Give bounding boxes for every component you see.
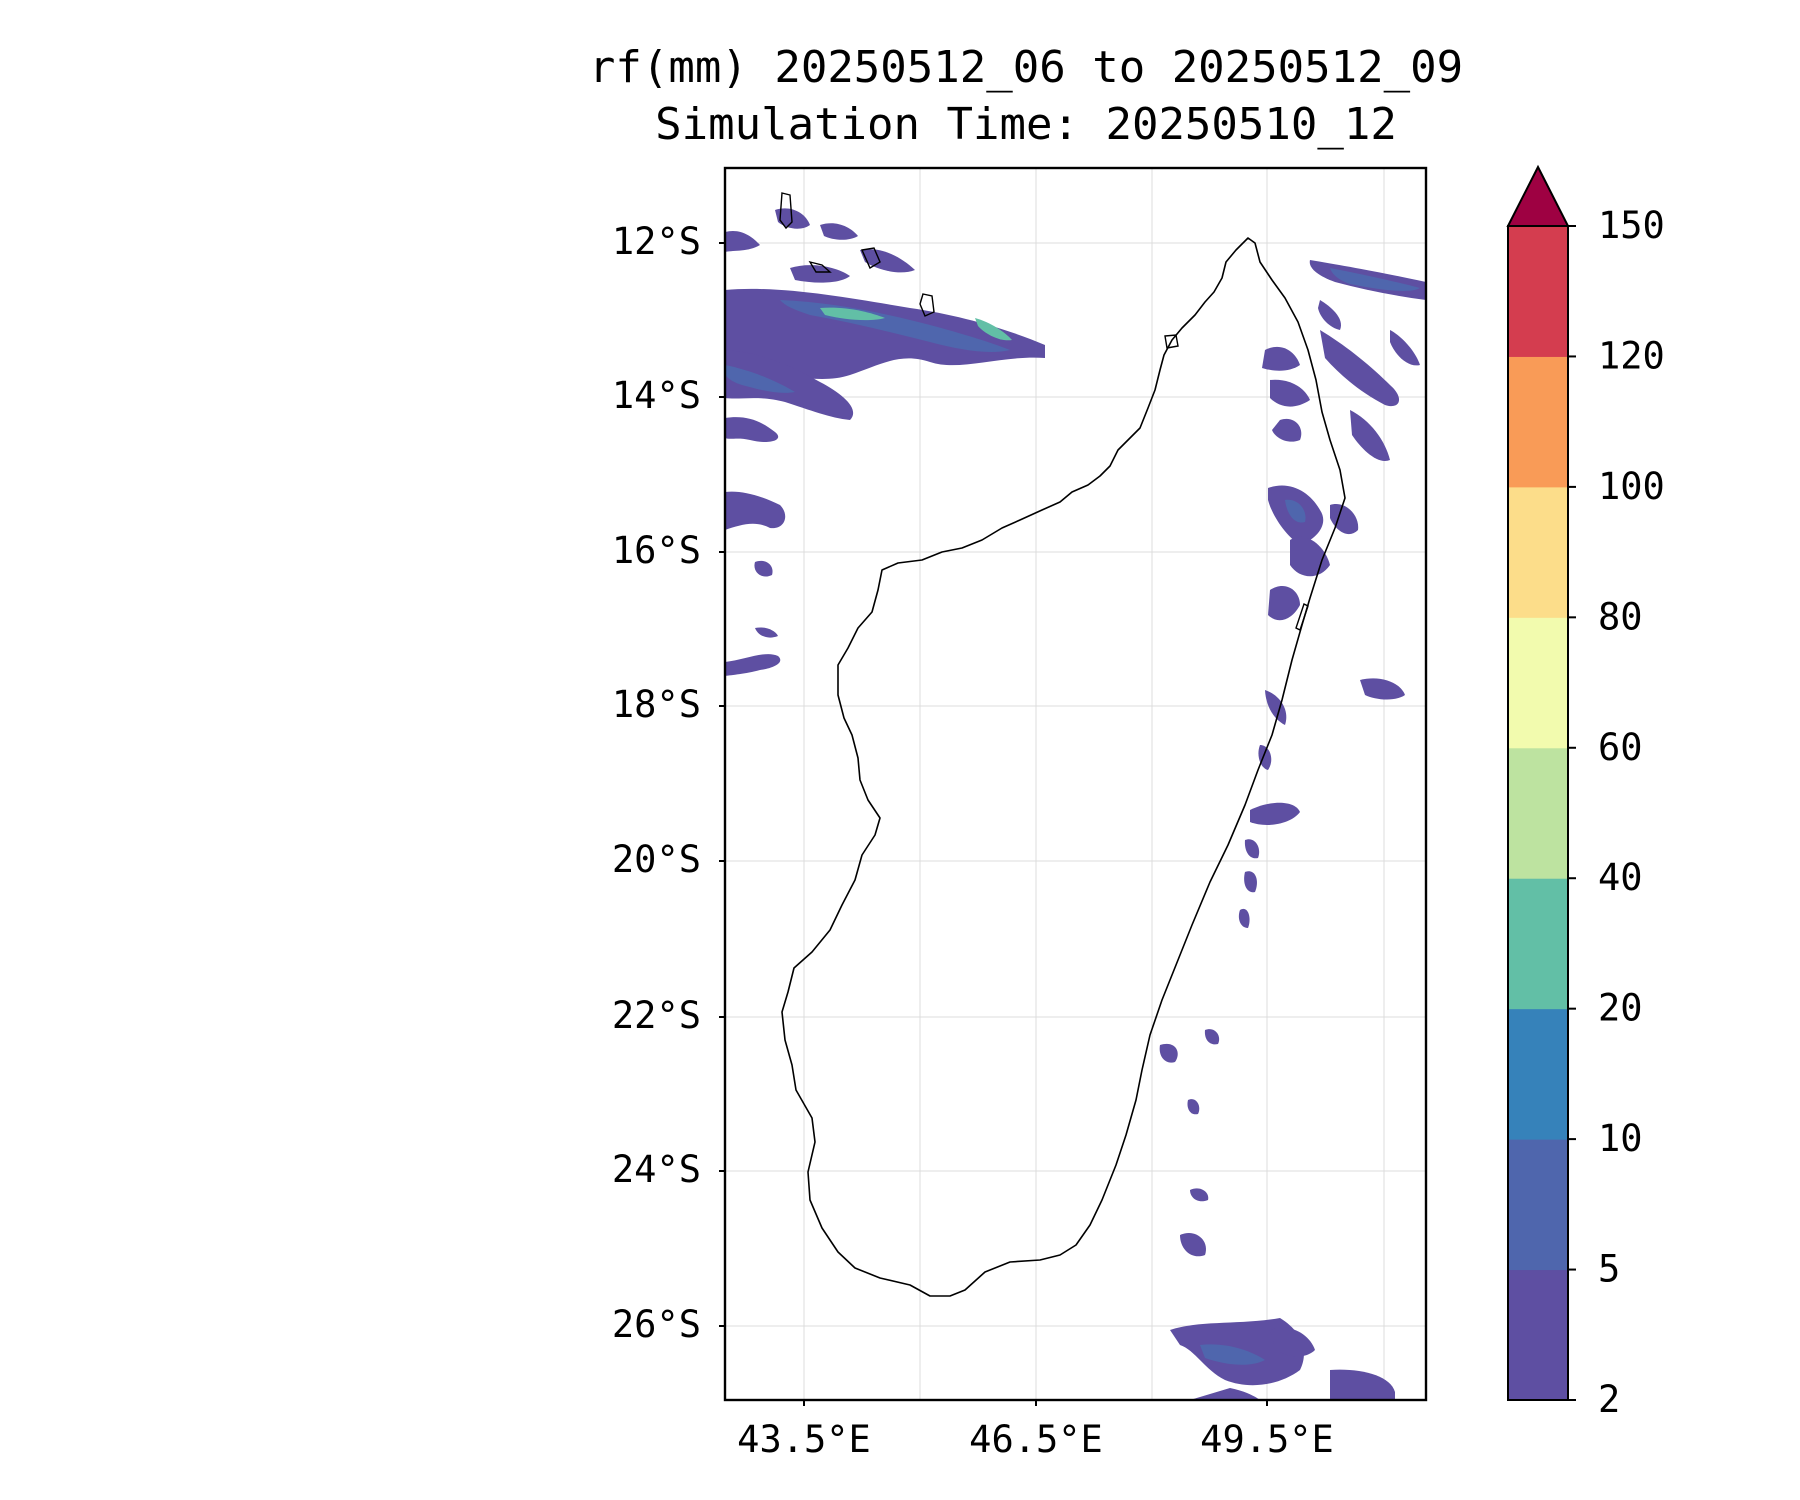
rainfall-area-northwest-3: [725, 417, 779, 443]
rainfall-area-east-19s: [1258, 745, 1272, 770]
rainfall-area-northwest-2: [725, 350, 854, 420]
rainfall-area-east-18s-2: [1265, 690, 1287, 725]
colorbar-label-20: 20: [1598, 987, 1643, 1030]
chart-title: rf(mm) 20250512_06 to 20250512_09: [588, 42, 1464, 93]
colorbar-segment-10-20: [1508, 1008, 1568, 1140]
rainfall-area-south-2: [1270, 1327, 1315, 1357]
rainfall-area-northeast-3: [1262, 346, 1300, 371]
colorbar-segment-60-80: [1508, 617, 1568, 749]
colorbar-ticks: 2 5 10 20 40 60 80 100 120 150: [1568, 204, 1665, 1421]
colorbar-segments: [1508, 226, 1568, 1401]
lat-tick-marks: [719, 242, 725, 1327]
rainfall-area-nw-peak: [820, 307, 885, 321]
colorbar-label-2: 2: [1598, 1378, 1620, 1421]
colorbar-label-40: 40: [1598, 856, 1643, 899]
rainfall-area-coastal-17s: [1268, 585, 1300, 621]
rainfall-area-northwest-8: [860, 249, 915, 273]
colorbar: 2 5 10 20 40 60 80 100 120 150: [1506, 164, 1665, 1421]
lon-tick-labels: 43.5°E 46.5°E 49.5°E: [737, 1418, 1334, 1461]
rainfall-area-nw-peak-2: [975, 318, 1012, 341]
colorbar-label-10: 10: [1598, 1117, 1643, 1160]
lat-label-14s: 14°S: [612, 374, 701, 417]
colorbar-segment-2-5: [1508, 1269, 1568, 1401]
colorbar-label-5: 5: [1598, 1248, 1620, 1291]
colorbar-label-60: 60: [1598, 726, 1643, 769]
lon-tick-marks: [803, 1400, 1268, 1406]
rainfall-area-east-23s: [1187, 1099, 1200, 1115]
rainfall-area-east-25s: [1180, 1232, 1206, 1257]
rainfall-area-northwest-6: [775, 208, 810, 229]
map-grid: [725, 168, 1426, 1400]
lat-label-20s: 20°S: [612, 838, 701, 881]
island-comoros-1: [779, 192, 793, 230]
rainfall-area-east-24s: [1190, 1188, 1209, 1202]
rainfall-areas: [725, 208, 1426, 1400]
rainfall-area-coastal-16s-2: [1330, 504, 1359, 535]
rainfall-area-west-1: [725, 491, 786, 530]
rainfall-area-nw-core-2: [725, 365, 795, 393]
island-mayotte: [919, 293, 935, 317]
rainfall-area-east-22s-2: [1204, 1029, 1220, 1045]
lon-label-49-5e: 49.5°E: [1200, 1418, 1334, 1461]
rainfall-area-south-3: [1330, 1369, 1395, 1400]
island-sainte-marie: [1295, 603, 1309, 631]
chart-subtitle: Simulation Time: 20250510_12: [655, 99, 1397, 150]
madagascar-coastline: [781, 237, 1346, 1297]
lat-label-26s: 26°S: [612, 1303, 701, 1346]
rainfall-area-northeast-2: [1318, 300, 1341, 330]
rainfall-area-south-core: [1200, 1344, 1265, 1365]
lon-label-46-5e: 46.5°E: [969, 1418, 1103, 1461]
rainfall-area-west-2: [754, 560, 773, 577]
island-comoros-3: [860, 247, 881, 270]
rainfall-area-northeast-6: [1272, 418, 1302, 442]
colorbar-segment-5-10: [1508, 1139, 1568, 1271]
rainfall-area-east-20s: [1250, 802, 1300, 825]
colorbar-segment-120-150: [1508, 226, 1568, 357]
rainfall-area-west-4: [725, 654, 781, 676]
rainfall-area-northeast-4: [1270, 379, 1310, 407]
lat-label-22s: 22°S: [612, 994, 701, 1037]
rainfall-area-south-4: [1190, 1388, 1260, 1400]
rainfall-area-northeast-8: [1390, 330, 1420, 366]
island-nosy-be: [1164, 334, 1179, 349]
colorbar-segment-100-120: [1508, 356, 1568, 488]
island-comoros-2: [808, 260, 832, 273]
lat-label-18s: 18°S: [612, 683, 701, 726]
lat-tick-labels: 12°S 14°S 16°S 18°S 20°S 22°S 24°S 26°S: [612, 220, 701, 1346]
rainfall-area-northeast-7: [1350, 410, 1390, 461]
rainfall-area-east-18s: [1360, 678, 1405, 700]
rainfall-area-west-3: [755, 627, 778, 638]
colorbar-label-100: 100: [1598, 465, 1665, 508]
map-frame: [723, 166, 1428, 1402]
colorbar-segment-40-60: [1508, 747, 1568, 879]
rainfall-area-northwest-4: [790, 265, 850, 283]
lon-label-43-5e: 43.5°E: [737, 1418, 871, 1461]
lat-label-16s: 16°S: [612, 529, 701, 572]
rainfall-area-east-22s: [1159, 1043, 1178, 1063]
rainfall-area-east-21s-2: [1238, 908, 1250, 928]
lat-label-24s: 24°S: [612, 1148, 701, 1191]
rainfall-area-northwest-5: [725, 230, 760, 252]
rainfall-area-ne-core: [1330, 268, 1420, 291]
colorbar-label-120: 120: [1598, 334, 1665, 377]
lat-label-12s: 12°S: [612, 220, 701, 263]
rainfall-area-east-21s: [1244, 871, 1257, 893]
colorbar-segment-80-100: [1508, 486, 1568, 618]
islands: [779, 192, 1309, 631]
rainfall-area-coastal-core: [1285, 499, 1306, 523]
colorbar-extend-arrow: [1506, 164, 1570, 227]
rainfall-area-northwest-7: [820, 223, 858, 240]
colorbar-label-150: 150: [1598, 204, 1665, 247]
colorbar-label-80: 80: [1598, 595, 1643, 638]
colorbar-frame: [1507, 225, 1569, 1401]
rainfall-area-east-20s-2: [1244, 839, 1260, 859]
rainfall-area-northeast-5: [1320, 330, 1400, 407]
colorbar-segment-20-40: [1508, 878, 1568, 1010]
